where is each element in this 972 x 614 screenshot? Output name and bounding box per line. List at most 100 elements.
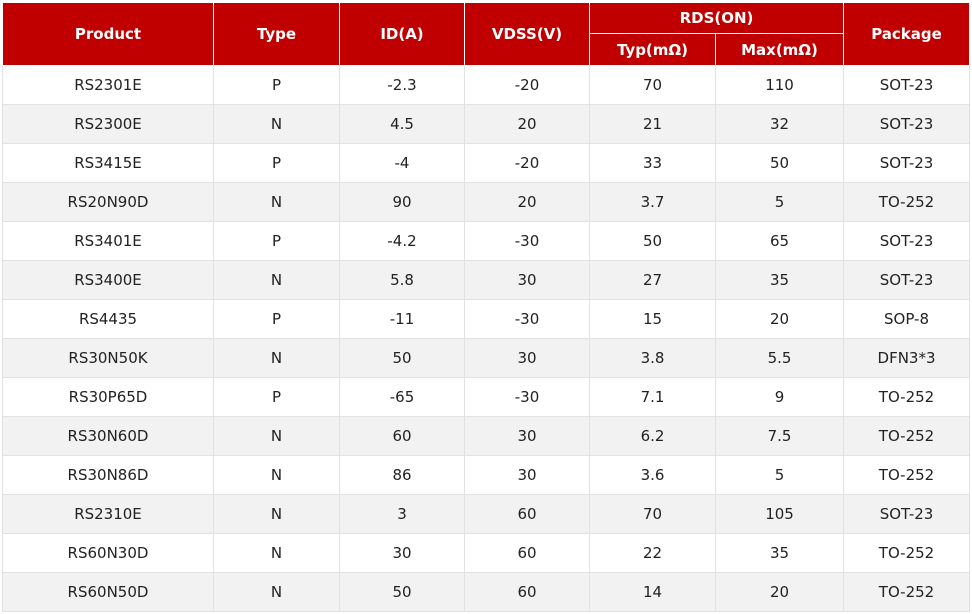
- cell-vdss: 60: [464, 572, 590, 612]
- cell-id: 50: [339, 572, 465, 612]
- cell-package: TO-252: [843, 455, 971, 495]
- cell-product: RS20N90D: [2, 182, 214, 222]
- cell-product: RS2300E: [2, 104, 214, 144]
- cell-type: N: [213, 455, 340, 495]
- cell-type: N: [213, 572, 340, 612]
- cell-product: RS30P65D: [2, 377, 214, 417]
- cell-vdss: -20: [464, 65, 590, 105]
- cell-package: TO-252: [843, 416, 971, 456]
- cell-package: SOP-8: [843, 299, 971, 339]
- header-product: Product: [2, 2, 214, 66]
- header-rds-max: Max(mΩ): [714, 33, 845, 66]
- table-row: RS3400E N 5.8 30 27 35 SOT-23: [2, 260, 971, 300]
- cell-type: N: [213, 104, 340, 144]
- cell-rds-max: 5.5: [714, 338, 845, 378]
- cell-rds-max: 35: [714, 260, 845, 300]
- cell-type: P: [213, 377, 340, 417]
- cell-vdss: 60: [464, 533, 590, 573]
- cell-type: N: [213, 533, 340, 573]
- cell-rds-max: 5: [714, 455, 845, 495]
- cell-rds-max: 110: [714, 65, 845, 105]
- header-rds-on: RDS(ON): [588, 2, 845, 34]
- cell-rds-typ: 70: [589, 494, 716, 534]
- header-rds-typ: Typ(mΩ): [589, 33, 716, 66]
- cell-id: -65: [339, 377, 465, 417]
- cell-rds-max: 20: [714, 299, 845, 339]
- cell-id: 5.8: [339, 260, 465, 300]
- cell-package: TO-252: [843, 182, 971, 222]
- table-row: RS3401E P -4.2 -30 50 65 SOT-23: [2, 221, 971, 261]
- table-row: RS30N60D N 60 30 6.2 7.5 TO-252: [2, 416, 971, 456]
- cell-package: SOT-23: [843, 221, 971, 261]
- cell-rds-max: 20: [714, 572, 845, 612]
- cell-package: TO-252: [843, 377, 971, 417]
- cell-vdss: 30: [464, 260, 590, 300]
- cell-vdss: 20: [464, 182, 590, 222]
- cell-rds-max: 65: [714, 221, 845, 261]
- table-row: RS30N86D N 86 30 3.6 5 TO-252: [2, 455, 971, 495]
- cell-package: SOT-23: [843, 143, 971, 183]
- header-id: ID(A): [339, 2, 465, 66]
- cell-product: RS3415E: [2, 143, 214, 183]
- cell-type: N: [213, 182, 340, 222]
- cell-product: RS2310E: [2, 494, 214, 534]
- cell-rds-typ: 50: [589, 221, 716, 261]
- cell-vdss: 30: [464, 338, 590, 378]
- table-row: RS20N90D N 90 20 3.7 5 TO-252: [2, 182, 971, 222]
- cell-product: RS3401E: [2, 221, 214, 261]
- cell-rds-max: 50: [714, 143, 845, 183]
- cell-product: RS3400E: [2, 260, 214, 300]
- cell-product: RS30N50K: [2, 338, 214, 378]
- cell-type: P: [213, 221, 340, 261]
- cell-package: DFN3*3: [843, 338, 971, 378]
- cell-id: 86: [339, 455, 465, 495]
- cell-vdss: -30: [464, 377, 590, 417]
- table-row: RS30N50K N 50 30 3.8 5.5 DFN3*3: [2, 338, 971, 378]
- cell-id: 60: [339, 416, 465, 456]
- cell-rds-typ: 6.2: [589, 416, 716, 456]
- cell-vdss: -30: [464, 221, 590, 261]
- cell-product: RS4435: [2, 299, 214, 339]
- cell-package: TO-252: [843, 533, 971, 573]
- cell-vdss: -30: [464, 299, 590, 339]
- cell-vdss: -20: [464, 143, 590, 183]
- cell-type: N: [213, 494, 340, 534]
- header-package: Package: [843, 2, 971, 66]
- cell-rds-typ: 3.8: [589, 338, 716, 378]
- cell-id: -4.2: [339, 221, 465, 261]
- cell-product: RS60N30D: [2, 533, 214, 573]
- cell-type: P: [213, 299, 340, 339]
- table-row: RS4435 P -11 -30 15 20 SOP-8: [2, 299, 971, 339]
- cell-id: 90: [339, 182, 465, 222]
- cell-type: N: [213, 338, 340, 378]
- cell-id: -2.3: [339, 65, 465, 105]
- table-row: RS2310E N 3 60 70 105 SOT-23: [2, 494, 971, 534]
- cell-rds-typ: 70: [589, 65, 716, 105]
- cell-package: SOT-23: [843, 104, 971, 144]
- cell-package: SOT-23: [843, 65, 971, 105]
- cell-id: 4.5: [339, 104, 465, 144]
- cell-rds-typ: 33: [589, 143, 716, 183]
- table-row: RS2300E N 4.5 20 21 32 SOT-23: [2, 104, 971, 144]
- cell-product: RS30N60D: [2, 416, 214, 456]
- cell-rds-typ: 3.6: [589, 455, 716, 495]
- cell-rds-max: 32: [714, 104, 845, 144]
- cell-rds-max: 105: [714, 494, 845, 534]
- table-row: RS2301E P -2.3 -20 70 110 SOT-23: [2, 65, 971, 105]
- cell-rds-typ: 14: [589, 572, 716, 612]
- cell-rds-max: 9: [714, 377, 845, 417]
- header-type: Type: [213, 2, 340, 66]
- cell-rds-typ: 3.7: [589, 182, 716, 222]
- cell-product: RS60N50D: [2, 572, 214, 612]
- cell-type: P: [213, 143, 340, 183]
- cell-id: 50: [339, 338, 465, 378]
- cell-id: 3: [339, 494, 465, 534]
- cell-rds-typ: 22: [589, 533, 716, 573]
- cell-rds-max: 5: [714, 182, 845, 222]
- cell-id: -11: [339, 299, 465, 339]
- cell-rds-typ: 27: [589, 260, 716, 300]
- cell-vdss: 30: [464, 455, 590, 495]
- cell-type: N: [213, 416, 340, 456]
- cell-package: SOT-23: [843, 494, 971, 534]
- cell-rds-typ: 15: [589, 299, 716, 339]
